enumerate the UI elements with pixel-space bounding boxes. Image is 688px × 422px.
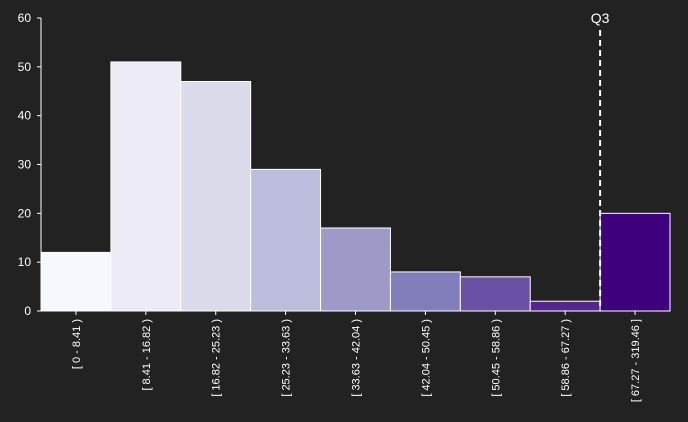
x-category-label: [ 67.27 - 319.46 ] [630, 319, 642, 402]
y-tick-label: 10 [18, 255, 32, 269]
x-category-label: [ 42.04 - 50.45 ) [420, 319, 432, 397]
y-tick-label: 60 [18, 11, 32, 25]
bar-5 [389, 271, 461, 312]
bar-8 [599, 212, 671, 312]
y-tick-label: 20 [18, 206, 32, 220]
x-category-label: [ 50.45 - 58.86 ) [490, 319, 502, 397]
x-category-label: [ 0 - 8.41 ) [71, 319, 83, 369]
bar-6 [459, 276, 531, 312]
y-tick-label: 50 [18, 60, 32, 74]
marker-layer: Q3 [591, 10, 610, 311]
y-tick-label: 40 [18, 109, 32, 123]
y-tick-label: 0 [24, 304, 31, 318]
x-category-label: [ 58.86 - 67.27 ) [560, 319, 572, 397]
bar-2 [180, 80, 252, 312]
x-category-label: [ 33.63 - 42.04 ) [351, 319, 363, 397]
labels-layer: 0 10 20 30 40 50 60 [ 0 - 8.41 ) [ 8.41 - 16.82 … [18, 11, 642, 402]
y-tick-label: 30 [18, 158, 32, 172]
bar-3 [250, 168, 322, 312]
x-category-label: [ 8.41 - 16.82 ) [141, 319, 153, 391]
axis-layer [37, 17, 670, 315]
x-category-label: [ 16.82 - 25.23 ) [211, 319, 223, 397]
x-category-label: [ 25.23 - 33.63 ) [281, 319, 293, 397]
bar-4 [320, 227, 391, 312]
bar-1 [110, 61, 182, 312]
bar-0 [40, 251, 112, 312]
bar-7 [529, 300, 601, 312]
bars-layer [40, 61, 671, 312]
q3-marker-label: Q3 [591, 10, 610, 26]
